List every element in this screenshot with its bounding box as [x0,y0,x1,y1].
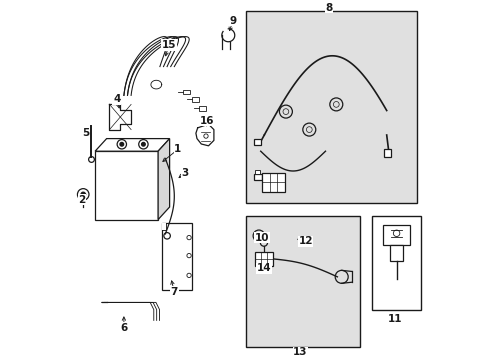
Text: 14: 14 [257,263,271,273]
Bar [162,223,166,230]
Bar [199,106,205,111]
Polygon shape [158,139,169,220]
Bar [255,252,272,266]
Bar [192,97,199,102]
Text: 15: 15 [162,40,176,50]
Polygon shape [95,139,169,151]
Text: 4: 4 [113,94,120,104]
Text: 9: 9 [229,16,236,26]
Bar [389,245,402,261]
Bar [246,11,416,203]
Text: 8: 8 [325,3,332,13]
Bar [383,149,390,157]
Circle shape [81,192,85,197]
Circle shape [120,143,123,146]
Bar [95,151,158,220]
Text: 6: 6 [120,323,127,333]
Bar [255,170,260,174]
Text: 12: 12 [298,236,312,246]
Text: 1: 1 [174,144,181,154]
Bar [253,174,261,180]
Bar [371,216,420,310]
Text: 7: 7 [170,287,178,297]
Bar [261,173,285,192]
Bar [382,225,409,245]
Circle shape [142,143,145,146]
Text: 11: 11 [387,314,402,324]
Text: 5: 5 [82,128,89,138]
Text: 2: 2 [78,195,85,205]
Bar [162,223,192,290]
Text: 3: 3 [181,168,188,178]
Text: 13: 13 [292,347,307,357]
Text: 10: 10 [254,233,268,243]
Bar [246,216,359,347]
Bar [254,139,261,145]
Text: 16: 16 [199,116,214,126]
Bar [183,90,189,94]
